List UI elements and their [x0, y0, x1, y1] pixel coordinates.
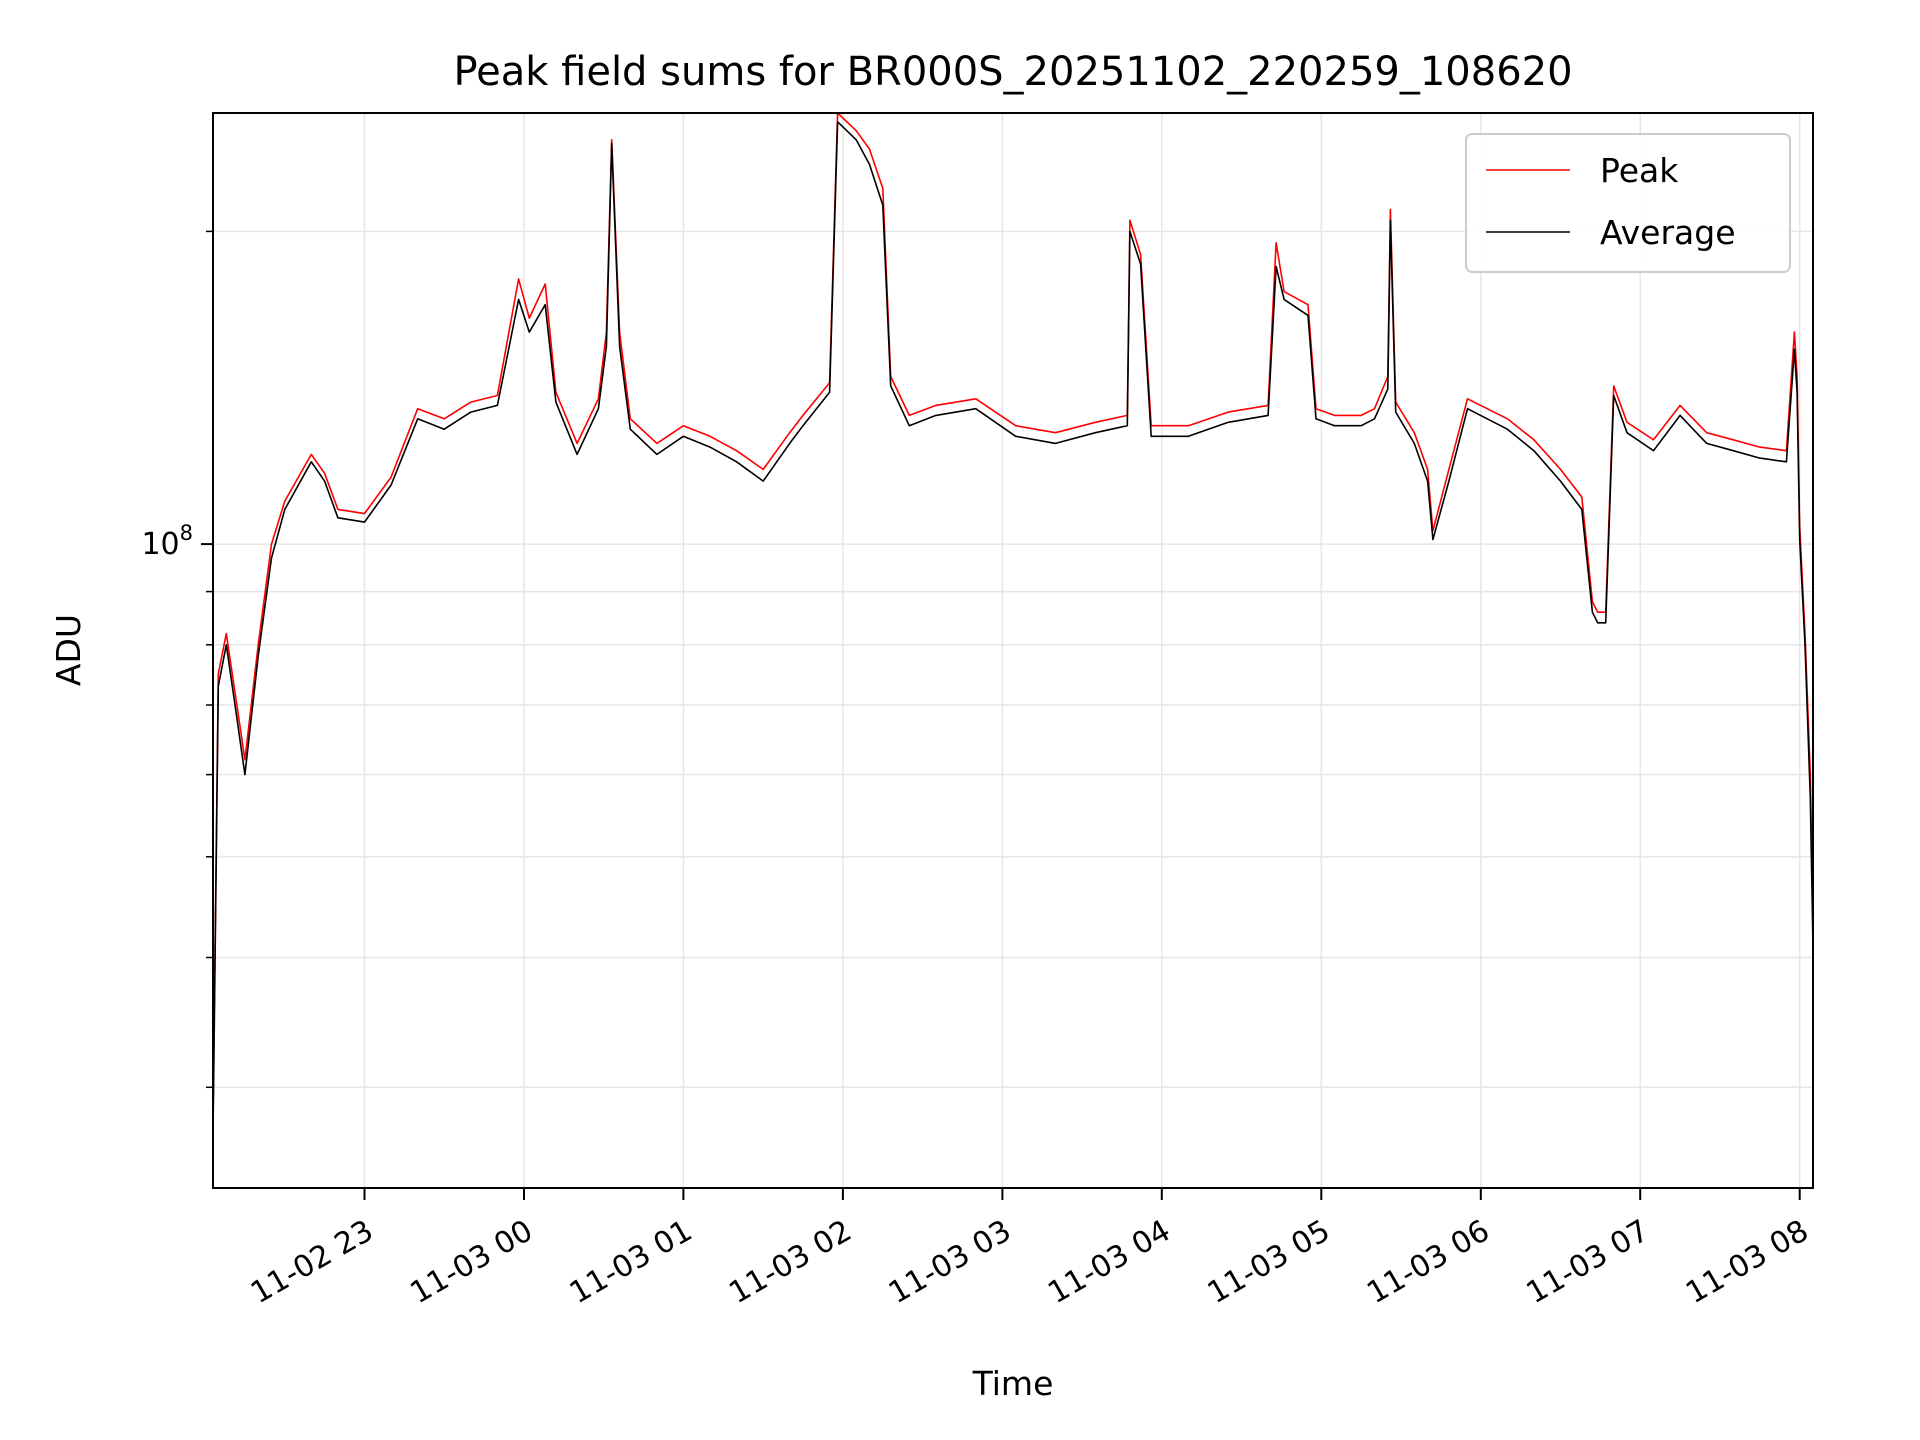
legend-box [1465, 133, 1791, 273]
series-lines [212, 112, 1814, 1135]
y-tick-exponent: 8 [180, 521, 193, 545]
x-axis-label: Time [972, 1364, 1054, 1403]
series-line-average [212, 121, 1814, 1135]
plot-frame [212, 112, 1814, 1189]
y-axis-label: ADU [49, 614, 88, 686]
legend: Peak Average [1465, 133, 1791, 273]
legend-peak-label: Peak [1600, 151, 1679, 190]
chart-title: Peak field sums for BR000S_20251102_2202… [453, 49, 1572, 95]
series-line-peak [212, 112, 1814, 1119]
legend-average-label: Average [1600, 213, 1736, 252]
